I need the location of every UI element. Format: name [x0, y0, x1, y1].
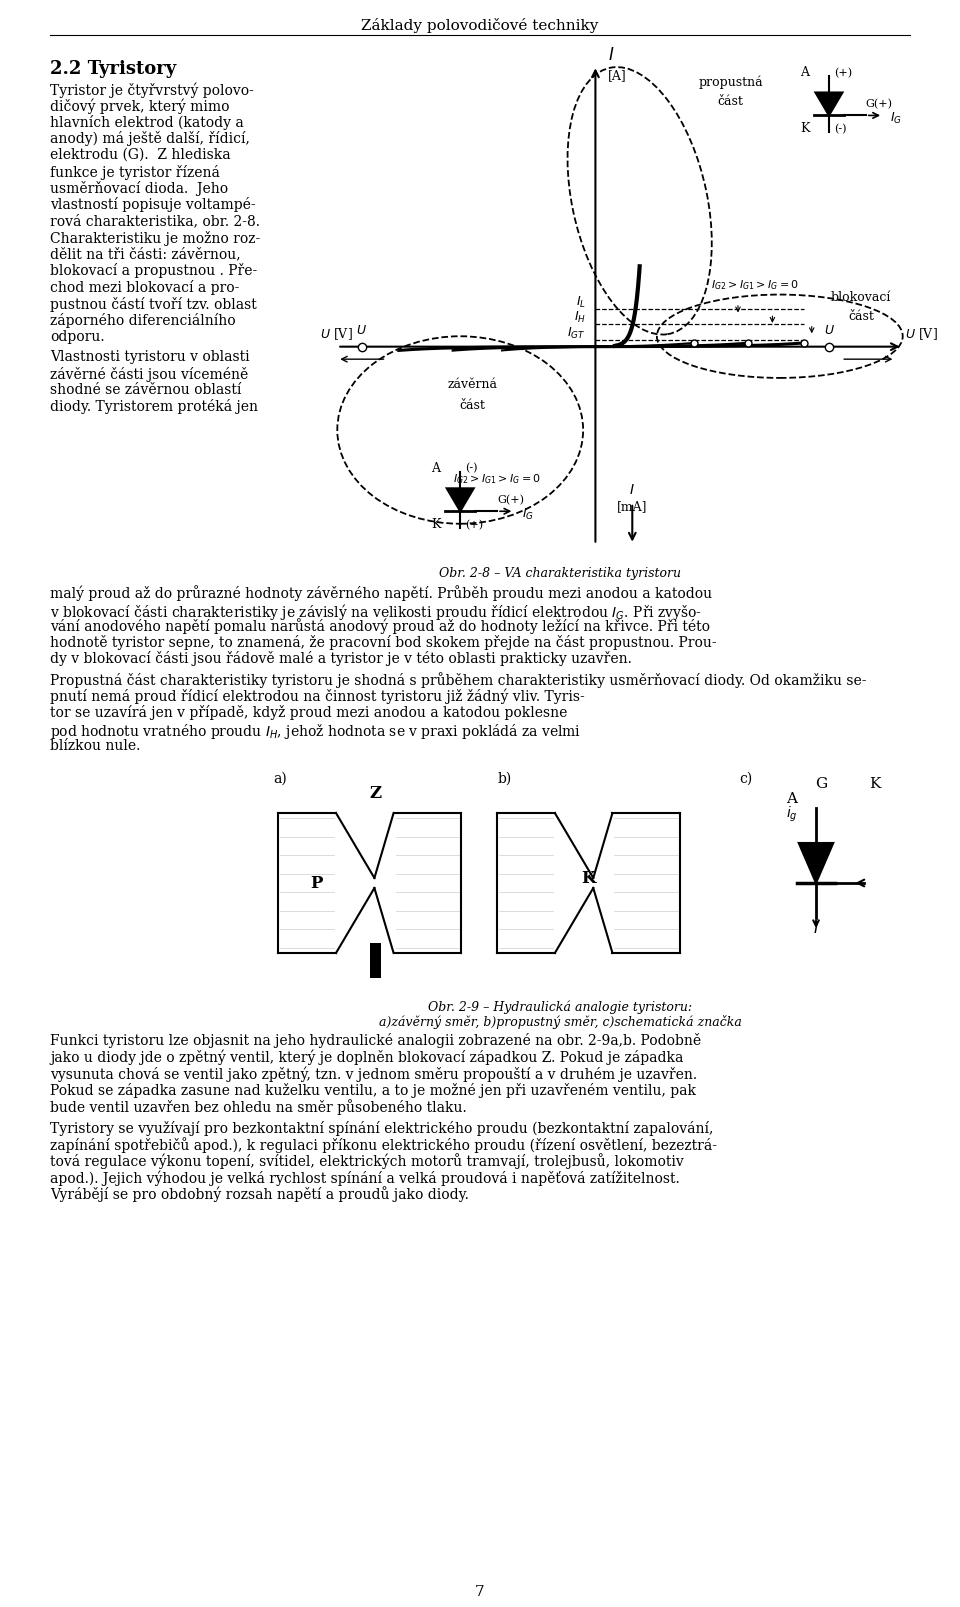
- Text: hodnotě tyristor sepne, to znamená, že pracovní bod skokem přejde na část propus: hodnotě tyristor sepne, to znamená, že p…: [50, 635, 716, 649]
- Text: pod hodnotu vratného proudu $I_H$, jehož hodnota se v praxi pokládá za velmi: pod hodnotu vratného proudu $I_H$, jehož…: [50, 722, 581, 741]
- Text: P: P: [311, 874, 323, 892]
- Text: (-): (-): [834, 124, 847, 133]
- Text: shodné se závěrnou oblastí: shodné se závěrnou oblastí: [50, 382, 241, 397]
- Text: Tyristory se využívají pro bezkontaktní spínání elektrického proudu (bezkontaktn: Tyristory se využívají pro bezkontaktní …: [50, 1120, 713, 1136]
- Polygon shape: [446, 489, 473, 511]
- Text: jako u diody jde o zpětný ventil, který je doplněn blokovací západkou Z. Pokud j: jako u diody jde o zpětný ventil, který …: [50, 1049, 684, 1065]
- Text: Propustná část charakteristiky tyristoru je shodná s průběhem charakteristiky us: Propustná část charakteristiky tyristoru…: [50, 672, 867, 688]
- Text: Funkci tyristoru lze objasnit na jeho hydraulické analogii zobrazené na obr. 2-9: Funkci tyristoru lze objasnit na jeho hy…: [50, 1033, 701, 1048]
- Text: G: G: [815, 778, 827, 791]
- Text: anody) má ještě další, řídicí,: anody) má ještě další, řídicí,: [50, 132, 250, 146]
- Text: K: K: [800, 122, 809, 135]
- Text: (+): (+): [466, 519, 483, 530]
- Text: c): c): [739, 771, 753, 786]
- Polygon shape: [799, 844, 833, 882]
- Text: Vyrábějí se pro obdobný rozsah napětí a proudů jako diody.: Vyrábějí se pro obdobný rozsah napětí a …: [50, 1186, 468, 1202]
- Text: A: A: [786, 792, 798, 807]
- Text: tová regulace výkonu topení, svítidel, elektrických motorů tramvají, trolejbusů,: tová regulace výkonu topení, svítidel, e…: [50, 1154, 684, 1170]
- Text: $I$: $I$: [813, 919, 819, 935]
- Text: usměrňovací dioda.  Jeho: usměrňovací dioda. Jeho: [50, 182, 228, 196]
- Text: 7: 7: [475, 1585, 485, 1599]
- Text: Pokud se západka zasune nad kuželku ventilu, a to je možné jen při uzavřeném ven: Pokud se západka zasune nad kuželku vent…: [50, 1083, 696, 1098]
- Text: Tyristor je čtyřvrstvý polovo-: Tyristor je čtyřvrstvý polovo-: [50, 82, 253, 98]
- Text: $U$ [V]: $U$ [V]: [905, 326, 938, 342]
- Text: 2.2 Tyristory: 2.2 Tyristory: [50, 59, 177, 79]
- Text: Základy polovodičové techniky: Základy polovodičové techniky: [361, 18, 599, 34]
- Text: K: K: [582, 869, 595, 887]
- Text: Vlastnosti tyristoru v oblasti: Vlastnosti tyristoru v oblasti: [50, 350, 250, 365]
- Text: tor se uzavírá jen v případě, když proud mezi anodou a katodou poklesne: tor se uzavírá jen v případě, když proud…: [50, 705, 567, 720]
- Text: $I$: $I$: [630, 482, 636, 497]
- Text: hlavních elektrod (katody a: hlavních elektrod (katody a: [50, 116, 244, 130]
- Text: $I_G$: $I_G$: [891, 111, 902, 125]
- Text: b): b): [497, 771, 512, 786]
- Text: závěrná: závěrná: [447, 378, 497, 392]
- Text: pustnou částí tvoří tzv. oblast: pustnou částí tvoří tzv. oblast: [50, 297, 256, 312]
- Text: $I$: $I$: [608, 47, 614, 64]
- Text: $I_{GT}$: $I_{GT}$: [567, 326, 586, 341]
- Text: chod mezi blokovací a pro-: chod mezi blokovací a pro-: [50, 280, 239, 296]
- Text: $U$: $U$: [824, 325, 834, 337]
- Text: K: K: [869, 778, 880, 791]
- Text: dy v blokovací části jsou řádově malé a tyristor je v této oblasti prakticky uza: dy v blokovací části jsou řádově malé a …: [50, 651, 632, 665]
- Text: závěrné části jsou víceméně: závěrné části jsou víceméně: [50, 366, 249, 381]
- Text: část: část: [718, 95, 744, 108]
- Text: elektrodu (G).  Z hlediska: elektrodu (G). Z hlediska: [50, 148, 230, 162]
- Text: blokovací: blokovací: [830, 291, 891, 304]
- Text: bude ventil uzavřen bez ohledu na směr působeného tlaku.: bude ventil uzavřen bez ohledu na směr p…: [50, 1099, 467, 1115]
- Text: [A]: [A]: [608, 69, 627, 82]
- Text: [mA]: [mA]: [617, 500, 648, 513]
- Text: vysunuta chová se ventil jako zpětný, tzn. v jednom směru propouští a v druhém j: vysunuta chová se ventil jako zpětný, tz…: [50, 1065, 697, 1082]
- Text: dělit na tři části: závěrnou,: dělit na tři části: závěrnou,: [50, 247, 241, 260]
- Text: dičový prvek, který mimo: dičový prvek, který mimo: [50, 98, 229, 114]
- Text: G(+): G(+): [866, 98, 893, 109]
- Text: K: K: [431, 517, 441, 530]
- Text: funkce je tyristor řízená: funkce je tyristor řízená: [50, 164, 220, 180]
- Text: apod.). Jejich výhodou je velká rychlost spínání a velká proudová i napěťová zat: apod.). Jejich výhodou je velká rychlost…: [50, 1170, 680, 1186]
- Text: pnutí nemá proud řídicí elektrodou na činnost tyristoru již žádný vliv. Tyris-: pnutí nemá proud řídicí elektrodou na či…: [50, 689, 585, 704]
- Text: část: část: [848, 310, 874, 323]
- Text: blízkou nule.: blízkou nule.: [50, 739, 140, 752]
- Text: Z: Z: [370, 784, 381, 802]
- Text: $I_{G2}>I_{G1}>I_G=0$: $I_{G2}>I_{G1}>I_G=0$: [453, 472, 541, 485]
- Text: (+): (+): [834, 67, 852, 77]
- Text: A: A: [432, 461, 441, 474]
- Text: odporu.: odporu.: [50, 329, 105, 344]
- Text: G(+): G(+): [497, 495, 524, 505]
- Text: vání anodového napětí pomalu narůstá anodový proud až do hodnoty ležící na křivc: vání anodového napětí pomalu narůstá ano…: [50, 619, 710, 633]
- Text: $I_G$: $I_G$: [521, 506, 534, 522]
- Text: $I_L$: $I_L$: [576, 296, 586, 310]
- Text: Obr. 2-9 – Hydraulická analogie tyristoru:: Obr. 2-9 – Hydraulická analogie tyristor…: [428, 1001, 692, 1014]
- Text: zapínání spotřebičů apod.), k regulaci příkonu elektrického proudu (řízení osvět: zapínání spotřebičů apod.), k regulaci p…: [50, 1138, 717, 1152]
- Text: Obr. 2-8 – VA charakteristika tyristoru: Obr. 2-8 – VA charakteristika tyristoru: [439, 567, 681, 580]
- Text: diody. Tyristorem protéká jen: diody. Tyristorem protéká jen: [50, 400, 258, 415]
- Text: záporného diferenciálního: záporného diferenciálního: [50, 313, 235, 328]
- Text: Charakteristiku je možno roz-: Charakteristiku je možno roz-: [50, 230, 260, 246]
- Text: a)závěrný směr, b)propustný směr, c)schematická značka: a)závěrný směr, b)propustný směr, c)sche…: [378, 1016, 741, 1028]
- Text: $U$ [V]: $U$ [V]: [320, 326, 353, 342]
- Text: propustná: propustná: [698, 76, 763, 90]
- Text: rová charakteristika, obr. 2-8.: rová charakteristika, obr. 2-8.: [50, 214, 260, 228]
- Text: (-): (-): [466, 463, 478, 474]
- Polygon shape: [815, 93, 843, 116]
- Text: vlastností popisuje voltampé-: vlastností popisuje voltampé-: [50, 198, 255, 212]
- Text: malý proud až do průrazné hodnoty závěrného napětí. Průběh proudu mezi anodou a : malý proud až do průrazné hodnoty závěrn…: [50, 585, 712, 601]
- Text: $I_{G2}>I_{G1}>I_G=0$: $I_{G2}>I_{G1}>I_G=0$: [711, 278, 800, 292]
- Text: v blokovací části charakteristiky je závislý na velikosti proudu řídicí elektrod: v blokovací části charakteristiky je záv…: [50, 601, 702, 622]
- Bar: [370, 943, 381, 979]
- Text: blokovací a propustnou . Pře-: blokovací a propustnou . Pře-: [50, 264, 257, 278]
- Text: $I_H$: $I_H$: [573, 310, 586, 325]
- Text: a): a): [274, 771, 287, 786]
- Text: $i_g$: $i_g$: [786, 805, 798, 824]
- Text: část: část: [460, 399, 486, 411]
- Text: A: A: [801, 66, 809, 79]
- Text: $U$: $U$: [356, 325, 368, 337]
